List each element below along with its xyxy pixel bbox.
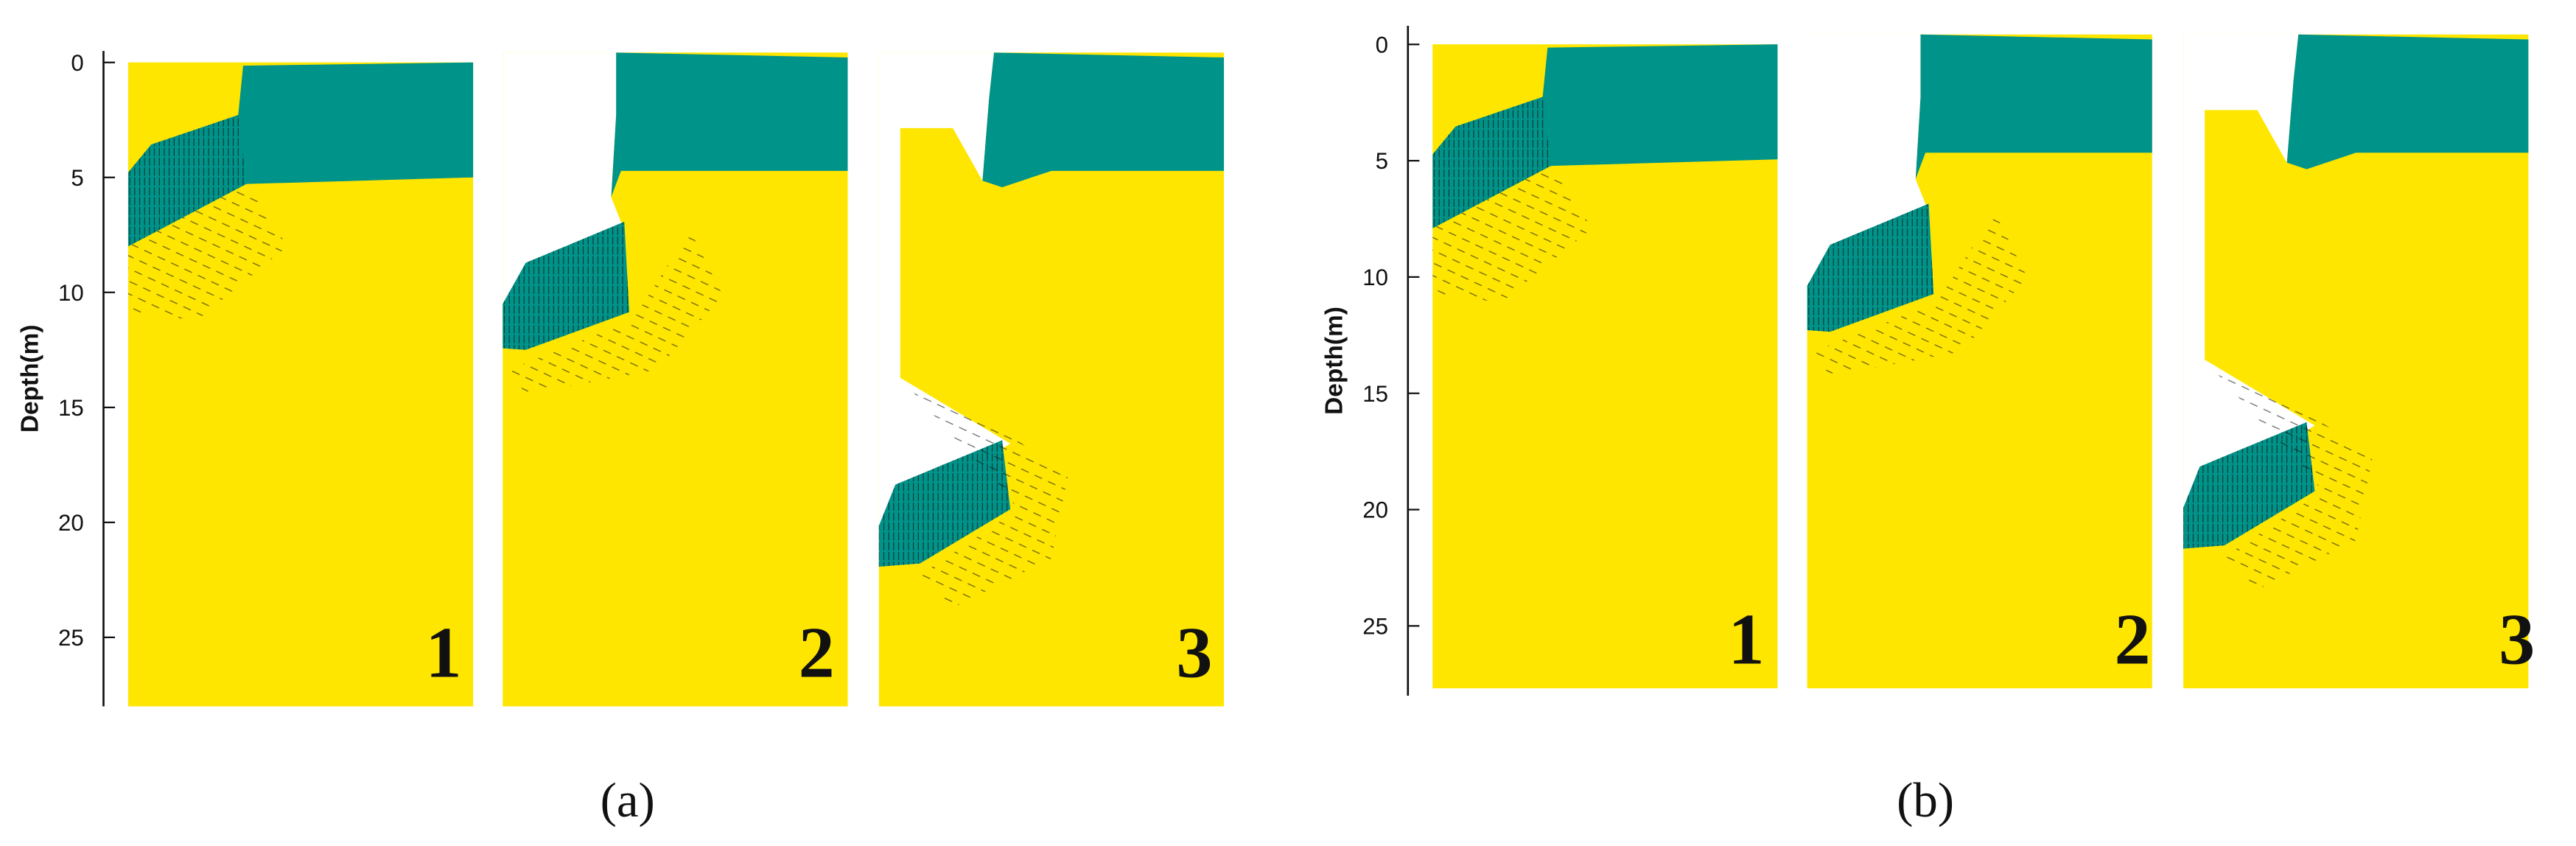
void — [878, 52, 1011, 526]
snapshot-number: 1 — [425, 613, 461, 693]
snapshots-a — [127, 52, 1225, 707]
velocity-field — [503, 221, 629, 350]
snapshot-number: 2 — [2114, 601, 2150, 680]
y-axis-label: Depth(m) — [1321, 307, 1348, 415]
y-tick-label: 5 — [71, 165, 83, 191]
y-tick-label: 15 — [58, 395, 84, 421]
y-tick-label: 15 — [1362, 381, 1388, 407]
y-tick-label: 20 — [1362, 497, 1388, 523]
panel-caption: (b) — [1897, 773, 1954, 828]
y-tick-label: 10 — [58, 280, 84, 306]
velocity-field — [127, 183, 288, 321]
y-tick-label: 0 — [1376, 32, 1388, 57]
velocity-field — [900, 377, 1068, 608]
panel-caption: (a) — [601, 773, 655, 828]
snapshots-b — [1432, 34, 2529, 689]
y-tick-label: 0 — [71, 50, 83, 76]
axes: 0 5 10 15 20 25 Depth(m) 1 2 3 (a) 0 5 10 15 20 25 Depth(… — [16, 25, 2535, 828]
snapshot-number: 3 — [2499, 601, 2535, 680]
y-tick-label: 25 — [58, 625, 84, 651]
snapshot-number: 2 — [799, 613, 835, 693]
y-tick-label: 25 — [1362, 613, 1388, 639]
snapshot-number: 1 — [1729, 601, 1765, 680]
velocity-field — [878, 440, 1011, 567]
y-tick-label: 10 — [1362, 265, 1388, 290]
velocity-field — [509, 230, 724, 394]
water — [611, 52, 848, 197]
y-tick-label: 20 — [58, 510, 84, 536]
snapshot-number: 3 — [1176, 613, 1212, 693]
velocity-field — [127, 115, 247, 247]
water — [982, 52, 1225, 188]
y-axis-label: Depth(m) — [16, 324, 43, 433]
y-tick-label: 5 — [1376, 148, 1388, 174]
